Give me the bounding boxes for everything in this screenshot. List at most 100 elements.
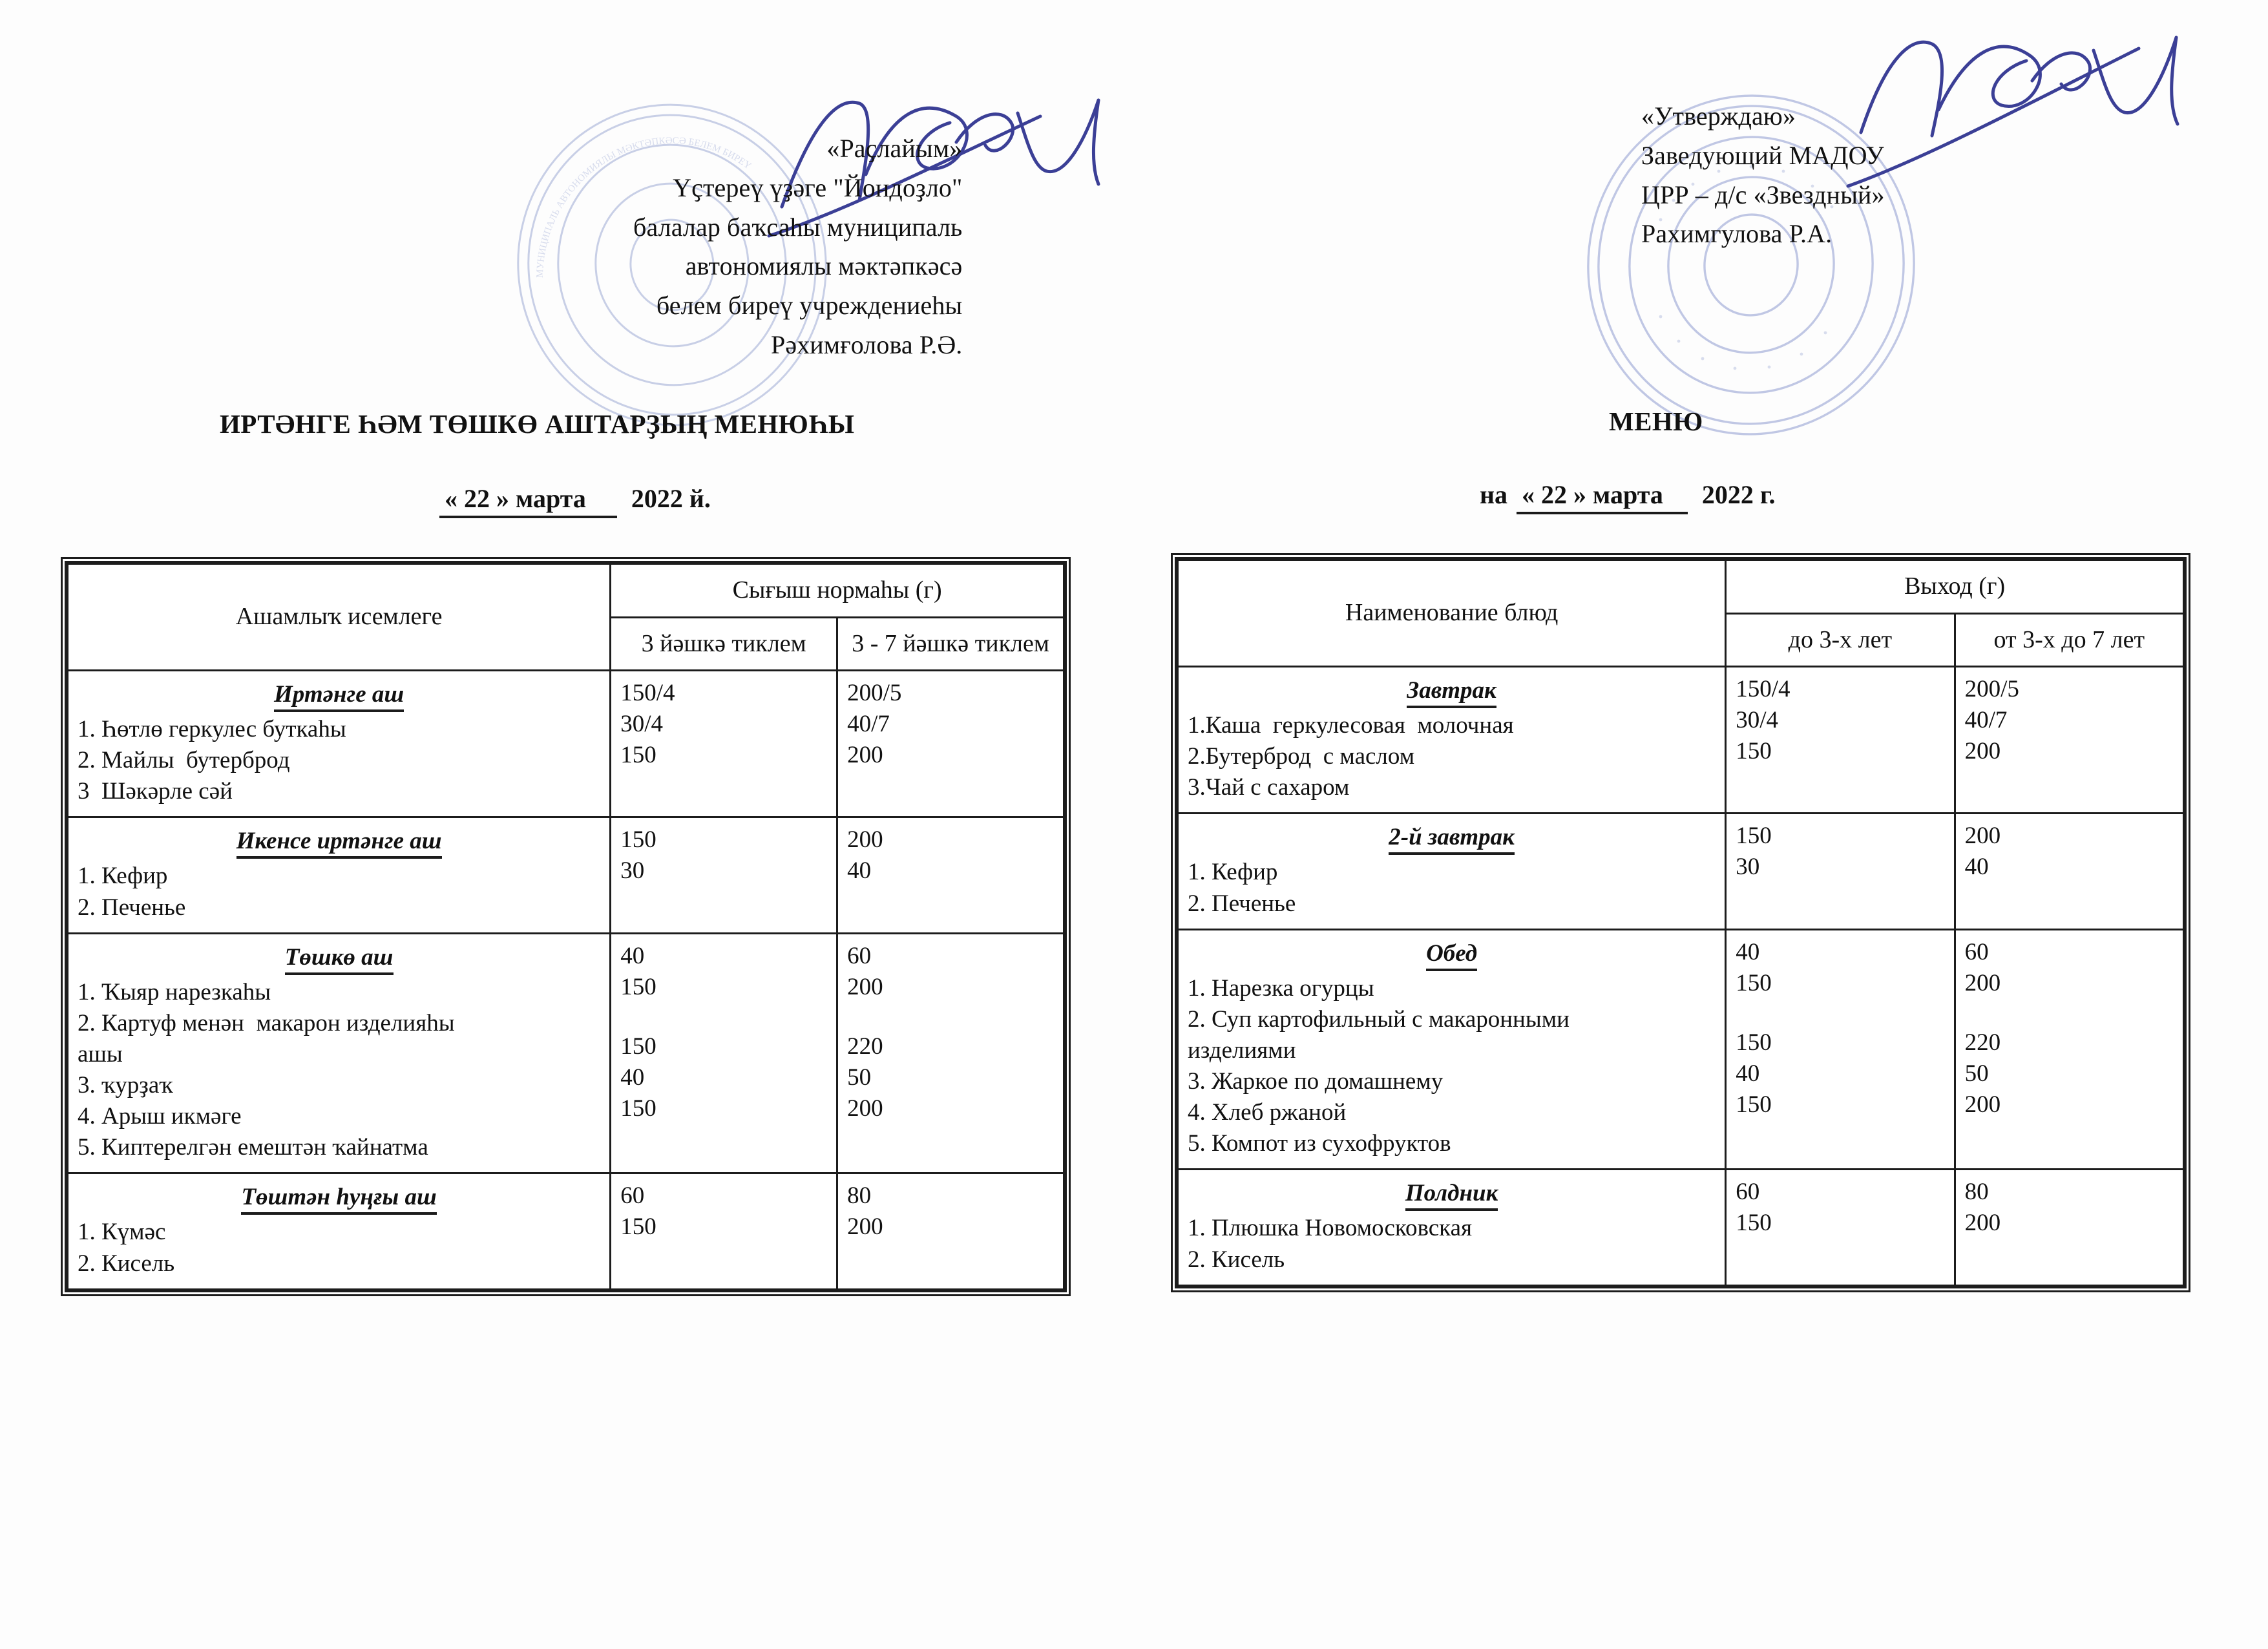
left-date-line: « 22 » марта 2022 й. — [439, 483, 711, 518]
portion-value: 150 — [1736, 823, 1772, 850]
dish-item: 3. Жаркое по домашнему — [1188, 1068, 1444, 1095]
handwritten-signature-icon — [1846, 36, 2179, 188]
header-age-3-to-7: от 3-х до 7 лет — [1953, 612, 2185, 667]
portion-value: 150 — [620, 1095, 656, 1122]
portion-value: 40 — [1736, 1060, 1760, 1087]
portion-value: 40 — [1964, 854, 1989, 881]
bashkir-table-body: Иртәнге аш 1. Һөтлө геркулес буткаһы 2. … — [66, 669, 1065, 1290]
table-row: Обед 1. Нарезка огурцы 2. Суп картофильн… — [1176, 928, 2185, 1171]
meal-section-cell: Иртәнге аш 1. Һөтлө геркулес буткаһы 2. … — [66, 669, 612, 819]
right-date-line: на « 22 » марта 2022 г. — [1480, 479, 1776, 514]
dish-item: 2. Кисель — [78, 1250, 175, 1277]
portion-value: 220 — [1964, 1029, 2001, 1056]
portion-value: 150/4 — [620, 680, 675, 706]
meal-title: Обед — [1188, 938, 1716, 971]
portion-cell-under-3: 40 150 150 40 150 — [609, 932, 839, 1175]
portion-cell-3-to-7: 60 200 220 50 200 — [836, 932, 1065, 1175]
left-approval-word: «Раҫлайым» — [826, 134, 963, 163]
portion-value: 40 — [620, 1064, 645, 1091]
dish-item: 1. Күмәс — [78, 1219, 166, 1246]
table-header-row-2: 3 йәшкә тиклем 3 - 7 йәшкә тиклем — [68, 616, 1065, 671]
dish-item: 1. Һөтлө геркулес буткаһы — [78, 716, 346, 743]
dish-item: 2. Суп картофильный с макаронными издели… — [1188, 1005, 1570, 1064]
dish-item: 1. Нарезка огурцы — [1188, 974, 1374, 1002]
header-portion-group: Сығыш нормаһы (г) — [609, 563, 1065, 618]
portion-value: 30 — [620, 857, 645, 885]
header-dish-name: Ашамлыҡ исемлеге — [66, 563, 612, 671]
dish-item: 5. Киптерелгән емештән ҡайнатма — [78, 1134, 428, 1161]
right-document-title: МЕНЮ — [1609, 406, 1703, 436]
meal-section-cell: Полдник 1. Плюшка Новомосковская 2. Кисе… — [1176, 1168, 1727, 1287]
table-row: Иртәнге аш 1. Һөтлө геркулес буткаһы 2. … — [66, 669, 1065, 819]
portion-value: 60 — [847, 942, 872, 969]
portion-value: 40/7 — [847, 711, 890, 738]
header-portion-group: Выход (г) — [1725, 559, 2185, 614]
meal-section-cell: Завтрак 1.Каша геркулесовая молочная 2.Б… — [1176, 665, 1727, 815]
meal-title: 2-й завтрак — [1188, 822, 1716, 856]
table-header-row-1: Наименование блюд Выход (г) — [1176, 559, 2185, 667]
portion-cell-under-3: 150 30 — [1725, 812, 1956, 930]
meal-title: Полдник — [1188, 1178, 1716, 1212]
right-header-line-2: ЦРР – д/с «Звездный» — [1641, 180, 1885, 209]
left-header-line-3: автономиялы мәктәпкәсә — [685, 251, 963, 281]
left-header-line-1: Үҫтереү үҙәге "Йондоҙло" — [673, 173, 963, 202]
right-date-quote-open: « — [1522, 480, 1535, 509]
left-date-quote-close: » — [496, 484, 509, 513]
portion-value: 200 — [1964, 823, 2001, 850]
portion-value: 80 — [847, 1182, 872, 1210]
left-approval-header: «Раҫлайым» Үҫтереү үҙәге "Йондоҙло" бала… — [633, 129, 962, 365]
bashkir-menu-table-wrap: Ашамлыҡ исемлеге Сығыш нормаһы (г) 3 йәш… — [65, 561, 1067, 1292]
left-date-quote-open: « — [445, 484, 457, 513]
table-row: Полдник 1. Плюшка Новомосковская 2. Кисе… — [1176, 1168, 2185, 1287]
header-dish-name: Наименование блюд — [1176, 559, 1727, 667]
dish-item: 3.Чай с сахаром — [1188, 774, 1350, 801]
table-row: Төшкө аш 1. Ҡыяр нарезкаһы 2. Картуф мен… — [66, 932, 1065, 1175]
dish-item: 3. ҡурҙаҡ — [78, 1072, 173, 1099]
portion-value: 40 — [1736, 938, 1760, 965]
portion-value: 200 — [847, 1213, 883, 1241]
right-date-day: 22 — [1541, 480, 1568, 509]
dish-item: 2.Бутерброд с маслом — [1188, 743, 1415, 770]
portion-value: 60 — [1736, 1179, 1760, 1206]
portion-cell-under-3: 150/4 30/4 150 — [609, 669, 839, 819]
portion-value: 200 — [847, 973, 883, 1000]
meal-section-cell: Төштән һуңғы аш 1. Күмәс 2. Кисель — [66, 1172, 612, 1290]
table-header-row-2: до 3-х лет от 3-х до 7 лет — [1178, 612, 2185, 667]
meal-section-cell: Төшкө аш 1. Ҡыяр нарезкаһы 2. Картуф мен… — [66, 932, 612, 1175]
left-header-line-2: балалар баҡсаһы муниципаль — [633, 212, 963, 242]
meal-title: Төшкө аш — [78, 942, 600, 975]
portion-value: 80 — [1964, 1179, 1989, 1206]
table-row: Завтрак 1.Каша геркулесовая молочная 2.Б… — [1176, 665, 2185, 815]
portion-value: 150/4 — [1736, 676, 1790, 702]
russian-table-head: Наименование блюд Выход (г) до 3-х лет о… — [1176, 559, 2185, 667]
portion-value: 30/4 — [1736, 707, 1778, 734]
right-header-line-1: Заведующий МАДОУ — [1641, 140, 1884, 170]
portion-cell-under-3: 150/4 30/4 150 — [1725, 665, 1956, 815]
left-date-year: 2022 й. — [631, 484, 711, 513]
dish-item: 2. Майлы бутерброд — [78, 747, 290, 774]
portion-value: 30/4 — [620, 711, 664, 738]
header-age-under-3: до 3-х лет — [1725, 612, 1956, 667]
right-header-signer-name: Рахимгулова Р.А. — [1641, 219, 1832, 249]
dish-item: 1. Ҡыяр нарезкаһы — [78, 978, 271, 1005]
left-header-line-4: белем биреү учреждениеһы — [656, 291, 963, 320]
portion-value: 50 — [847, 1064, 872, 1091]
meal-title: Иртәнге аш — [78, 679, 600, 712]
portion-value: 150 — [1736, 1210, 1772, 1237]
portion-value: 60 — [1964, 938, 1989, 965]
meal-title: Завтрак — [1188, 675, 1716, 708]
dish-item: 3 Шәкәрле сәй — [78, 778, 233, 805]
portion-cell-3-to-7: 200/5 40/7 200 — [1953, 665, 2185, 815]
portion-value: 200 — [1964, 1091, 2001, 1119]
portion-value: 150 — [1736, 738, 1772, 765]
portion-value: 150 — [620, 973, 656, 1000]
portion-value: 150 — [620, 826, 656, 854]
portion-value: 220 — [847, 1033, 883, 1060]
header-age-under-3: 3 йәшкә тиклем — [609, 616, 839, 671]
portion-cell-under-3: 60 150 — [609, 1172, 839, 1290]
portion-cell-3-to-7: 80 200 — [836, 1172, 1065, 1290]
russian-menu-table-wrap: Наименование блюд Выход (г) до 3-х лет о… — [1175, 557, 2187, 1288]
dish-item: 1. Кефир — [78, 863, 168, 890]
portion-cell-3-to-7: 200 40 — [836, 816, 1065, 934]
header-age-3-to-7: 3 - 7 йәшкә тиклем — [836, 616, 1065, 671]
